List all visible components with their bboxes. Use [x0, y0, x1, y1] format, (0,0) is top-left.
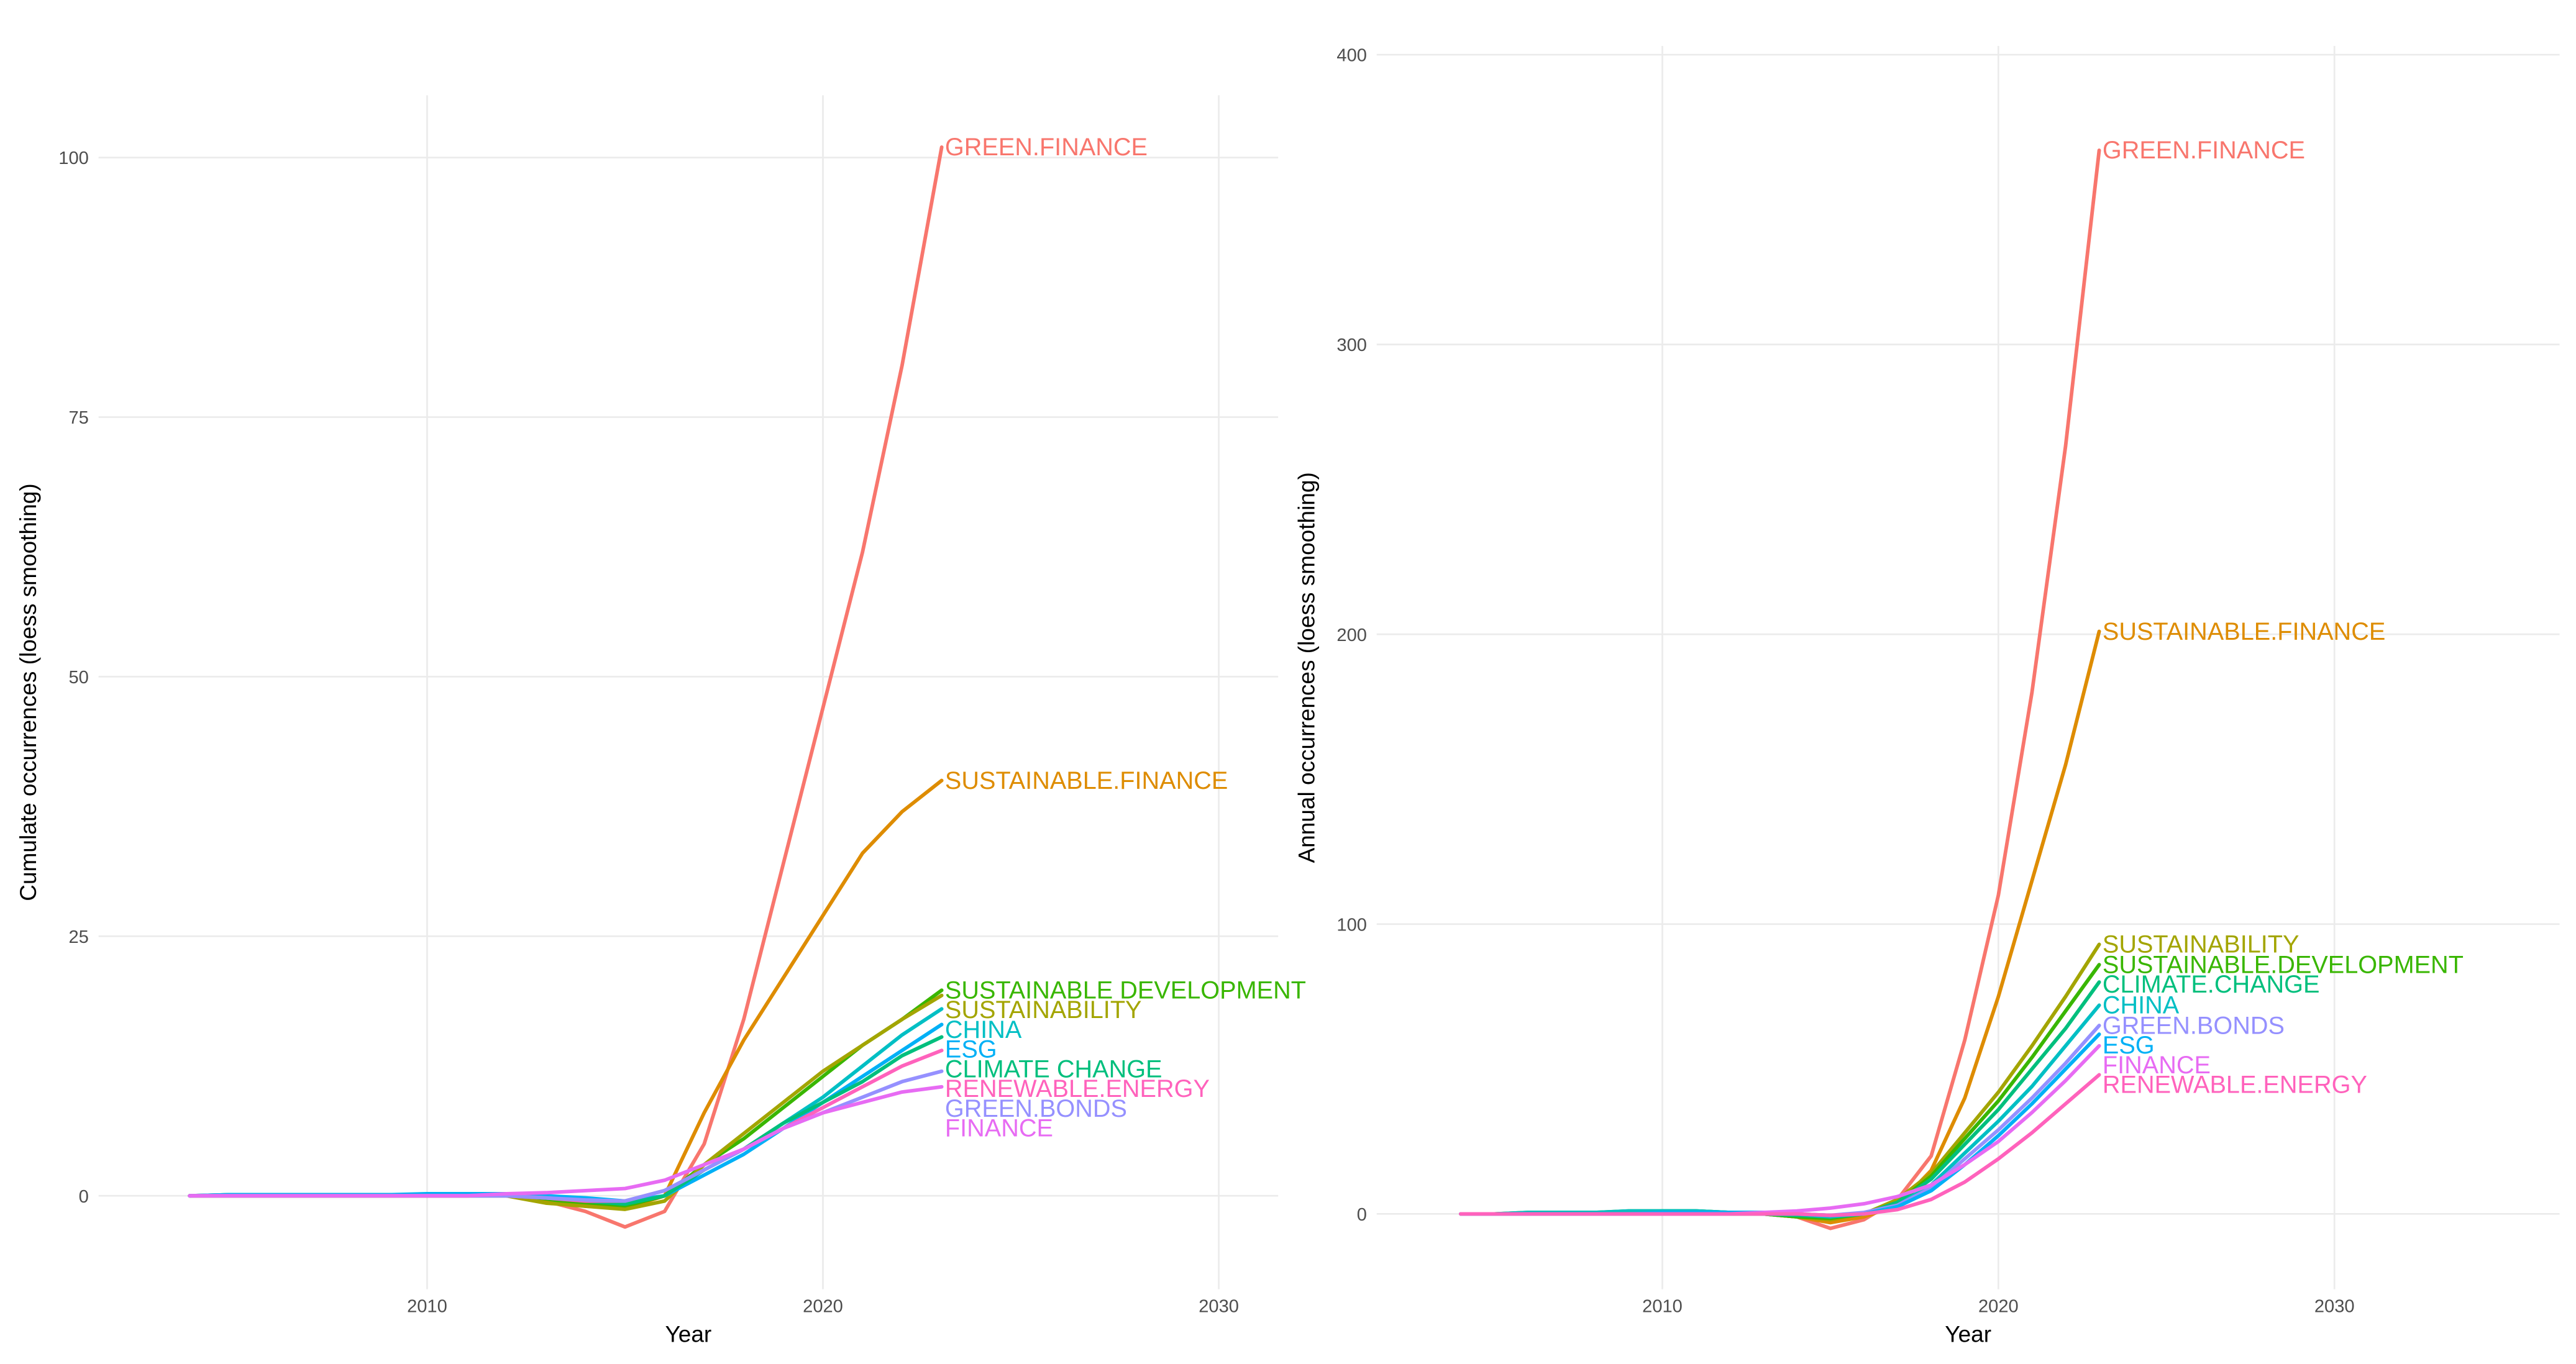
- series-line: [188, 1084, 944, 1198]
- y-tick-label: 100: [1336, 915, 1367, 935]
- series-line: [188, 993, 944, 1211]
- series-label: SUSTAINABILITY: [2103, 931, 2300, 958]
- y-tick-label: 50: [68, 668, 88, 688]
- y-tick-label: 100: [58, 148, 89, 168]
- x-tick-label: 2020: [1978, 1297, 2019, 1317]
- y-tick-label: 200: [1336, 625, 1367, 645]
- series-label: SUSTAINABLE.FINANCE: [945, 767, 1228, 794]
- series-label: FINANCE: [945, 1115, 1053, 1142]
- series-label: ESG: [2103, 1032, 2155, 1059]
- series-line: [1459, 629, 2101, 1225]
- series-label: GREEN.FINANCE: [945, 134, 1148, 161]
- series-label: SUSTAINABLE DEVELOPMENT: [945, 976, 1306, 1004]
- series-label: CLIMATE CHANGE: [945, 1055, 1162, 1083]
- series-label: SUSTAINABILITY: [945, 996, 1142, 1024]
- series-label: RENEWABLE.ENERGY: [2103, 1071, 2367, 1098]
- series-line: [188, 145, 944, 1229]
- x-tick-label: 2030: [2314, 1297, 2355, 1317]
- series-line: [1459, 1073, 2101, 1217]
- series-line: [188, 1035, 944, 1206]
- y-tick-label: 0: [1357, 1205, 1367, 1225]
- x-tick-label: 2010: [407, 1297, 447, 1317]
- y-tick-label: 300: [1336, 335, 1367, 355]
- y-tick-label: 25: [68, 927, 88, 947]
- series-label: FINANCE: [2103, 1052, 2211, 1079]
- series-label: ESG: [945, 1036, 997, 1063]
- x-tick-label: 2030: [1199, 1297, 1239, 1317]
- y-axis-title: Cumulate occurrences (loess smoothing): [15, 483, 41, 901]
- series-line: [1459, 980, 2101, 1219]
- y-axis-title: Annual occurrences (loess smoothing): [1293, 472, 1319, 863]
- series-line: [1459, 942, 2101, 1222]
- series-line: [188, 778, 944, 1211]
- series-line: [1459, 1024, 2101, 1217]
- series-label: GREEN.BONDS: [2103, 1012, 2285, 1039]
- x-axis-title: Year: [1945, 1321, 1991, 1347]
- series-line: [1459, 148, 2101, 1230]
- y-tick-label: 400: [1336, 46, 1367, 66]
- x-axis-title: Year: [665, 1321, 712, 1347]
- series-label: CLIMATE.CHANGE: [2103, 971, 2320, 998]
- series-line: [1459, 1003, 2101, 1219]
- x-tick-label: 2020: [803, 1297, 843, 1317]
- series-label: GREEN.BONDS: [945, 1095, 1127, 1122]
- series-label: CHINA: [945, 1016, 1022, 1043]
- series-label: CHINA: [2103, 992, 2180, 1019]
- series-label: RENEWABLE.ENERGY: [945, 1075, 1210, 1103]
- series-label: SUSTAINABLE.DEVELOPMENT: [2103, 951, 2464, 978]
- y-tick-label: 75: [68, 408, 88, 428]
- series-line: [1459, 963, 2101, 1221]
- series-label: GREEN.FINANCE: [2103, 137, 2305, 164]
- y-tick-label: 0: [79, 1187, 89, 1207]
- x-tick-label: 2010: [1642, 1297, 1683, 1317]
- series-label: SUSTAINABLE.FINANCE: [2103, 618, 2385, 645]
